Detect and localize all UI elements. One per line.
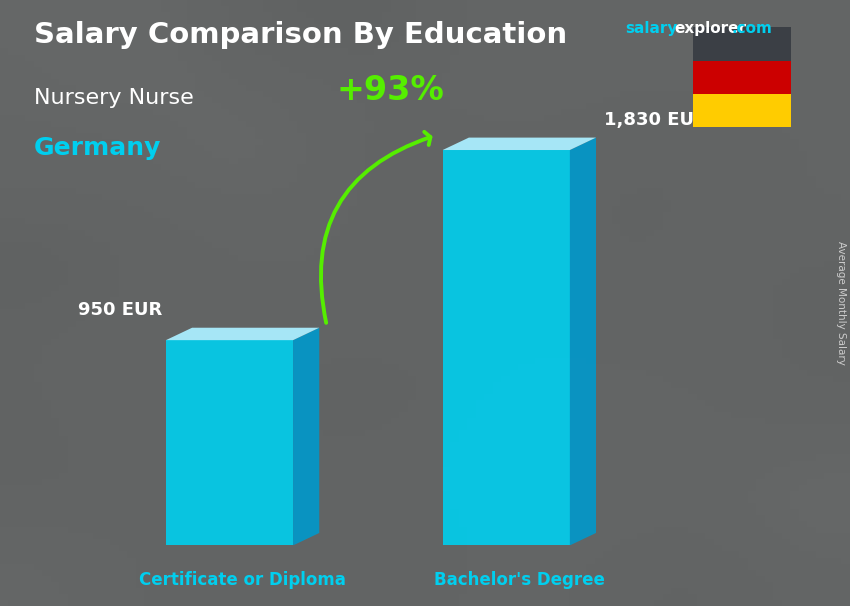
Text: Nursery Nurse: Nursery Nurse xyxy=(34,88,194,108)
Text: Certificate or Diploma: Certificate or Diploma xyxy=(139,571,346,589)
Polygon shape xyxy=(293,328,320,545)
Text: +93%: +93% xyxy=(337,73,445,107)
Bar xyxy=(443,150,570,545)
Text: Average Monthly Salary: Average Monthly Salary xyxy=(836,241,846,365)
Text: Salary Comparison By Education: Salary Comparison By Education xyxy=(34,21,567,49)
Polygon shape xyxy=(570,138,596,545)
Bar xyxy=(693,27,791,61)
Text: Bachelor's Degree: Bachelor's Degree xyxy=(434,571,605,589)
Text: salary: salary xyxy=(625,21,677,36)
Bar xyxy=(693,61,791,94)
Bar xyxy=(166,340,293,545)
Text: 1,830 EUR: 1,830 EUR xyxy=(604,111,707,129)
Text: Germany: Germany xyxy=(34,136,162,161)
Text: 950 EUR: 950 EUR xyxy=(78,301,162,319)
Bar xyxy=(693,94,791,127)
Polygon shape xyxy=(166,328,320,340)
Polygon shape xyxy=(443,138,596,150)
Text: explorer: explorer xyxy=(674,21,746,36)
Text: .com: .com xyxy=(731,21,772,36)
